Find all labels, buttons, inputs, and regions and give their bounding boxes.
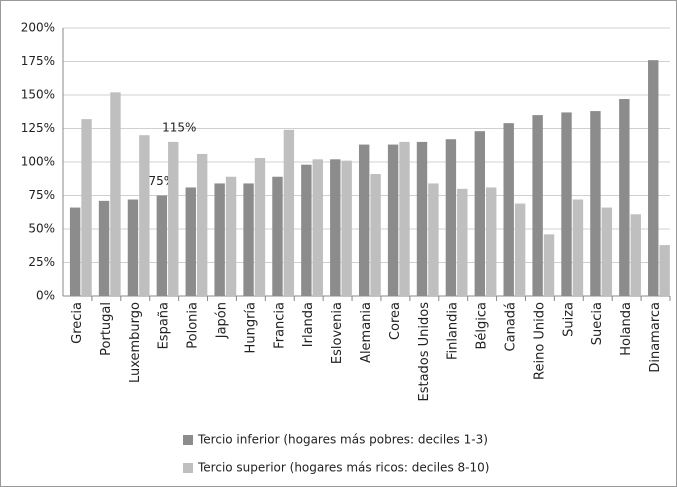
legend-label: Tercio superior (hogares más ricos: deci… (197, 461, 489, 475)
x-tick-label: Portugal (99, 302, 114, 356)
bar (139, 135, 150, 296)
x-tick-label: Luxemburgo (128, 302, 143, 383)
bar (601, 207, 613, 296)
x-tick-label: Holanda (619, 302, 634, 356)
x-tick-label: Francia (272, 302, 287, 349)
bar (648, 60, 659, 296)
bar (457, 188, 468, 296)
bar (196, 153, 208, 296)
bar (225, 176, 237, 296)
bar (399, 141, 410, 296)
bar (168, 141, 179, 296)
legend-swatch (183, 463, 193, 473)
bar (619, 99, 630, 297)
x-tick-label: Grecia (70, 302, 85, 344)
y-tick-label: 25% (28, 255, 55, 269)
x-tick-label: Alemania (359, 302, 374, 363)
x-tick-label: España (157, 302, 172, 349)
bar (445, 139, 457, 296)
bar (474, 131, 486, 296)
x-tick-label: Reino Unido (532, 302, 547, 380)
bar (630, 214, 641, 296)
bar (301, 164, 312, 296)
bar (370, 174, 381, 296)
x-tick-label: Corea (388, 302, 403, 340)
bar (330, 159, 341, 296)
legend-label: Tercio inferior (hogares más pobres: dec… (197, 433, 488, 447)
x-tick-label: Japón (214, 302, 229, 339)
bar (428, 183, 439, 296)
bar (387, 144, 399, 296)
bar (312, 159, 323, 296)
y-tick-label: 75% (28, 188, 55, 202)
x-tick-label: Polonia (186, 302, 201, 349)
y-tick-label: 175% (21, 54, 55, 68)
x-tick-label: Suecia (590, 302, 605, 345)
x-tick-label: Suiza (561, 302, 576, 337)
bar (486, 187, 497, 296)
y-tick-label: 100% (21, 155, 55, 169)
bar (243, 183, 254, 296)
bar (272, 176, 283, 296)
bar (214, 183, 225, 296)
bar (185, 187, 196, 296)
y-tick-label: 125% (21, 121, 55, 135)
y-tick-label: 0% (36, 289, 55, 303)
y-tick-label: 200% (21, 21, 55, 35)
x-tick-label: Dinamarca (648, 302, 663, 373)
bar (127, 199, 139, 296)
bar (156, 195, 168, 296)
bar (416, 141, 428, 296)
y-tick-label: 50% (28, 222, 55, 236)
x-tick-label: Hungría (243, 302, 258, 353)
bar (503, 123, 514, 296)
bar (254, 157, 266, 296)
bar (341, 160, 352, 296)
x-tick-label: Estados Unidos (417, 302, 432, 402)
x-tick-label: Irlanda (301, 302, 316, 347)
x-tick-label: Bélgica (475, 302, 490, 350)
bar (98, 200, 110, 296)
bar (283, 129, 295, 296)
bar (543, 234, 555, 296)
bar (81, 119, 92, 297)
bar (69, 207, 81, 296)
bar (659, 245, 670, 296)
data-label: 115% (162, 120, 196, 134)
bar (561, 112, 572, 296)
bar (572, 199, 584, 296)
bar (110, 92, 121, 296)
y-tick-label: 150% (21, 88, 55, 102)
bar (358, 144, 370, 296)
x-tick-label: Eslovenia (330, 302, 345, 364)
x-tick-label: Canadá (504, 302, 519, 351)
x-tick-label: Finlandia (446, 302, 461, 360)
bar (532, 115, 543, 296)
legend-swatch (183, 435, 193, 445)
bar (514, 203, 526, 296)
bar (590, 111, 601, 296)
